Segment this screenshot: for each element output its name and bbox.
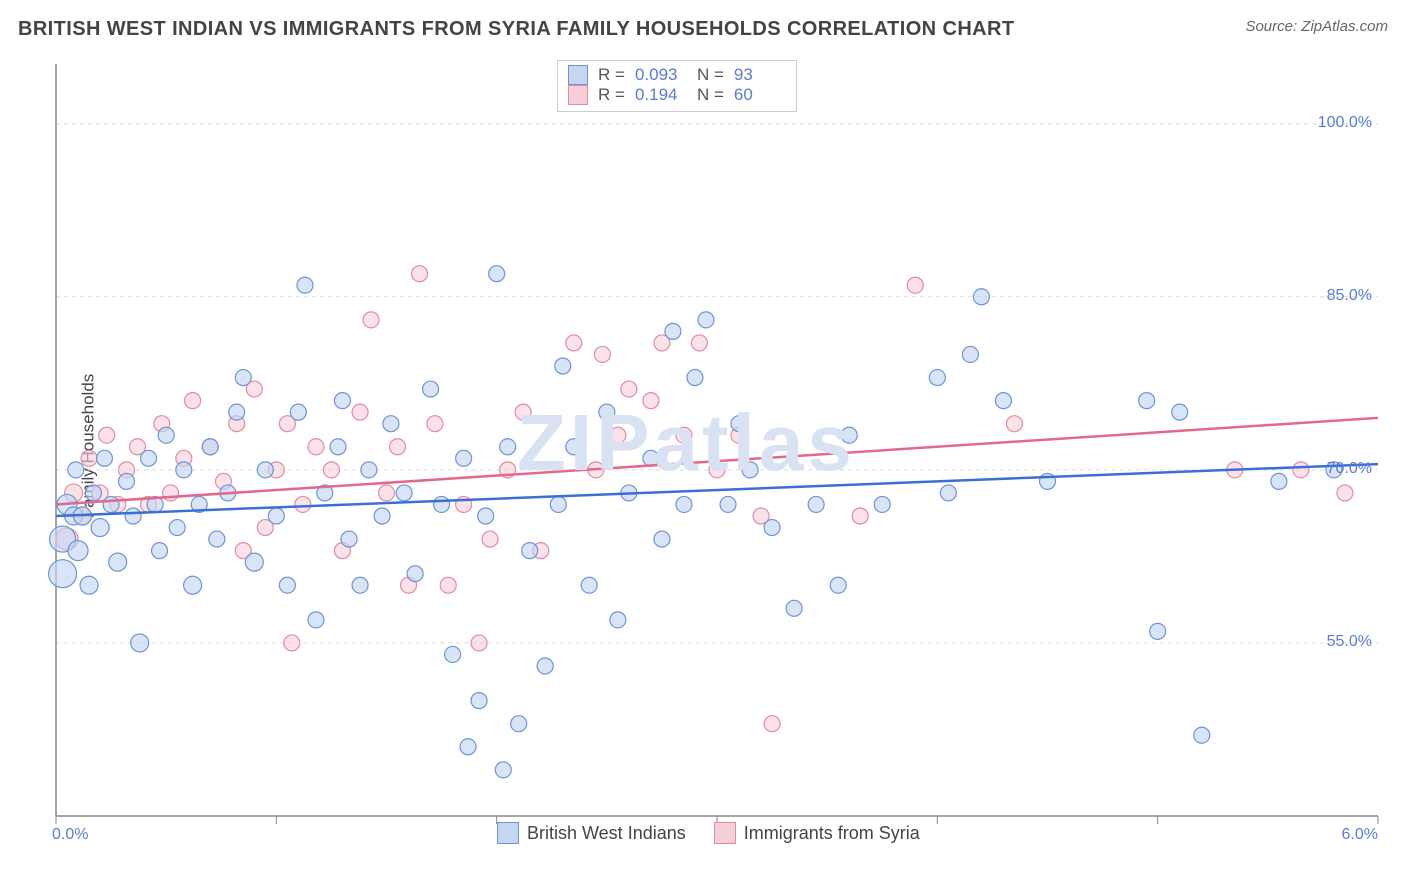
n-label: N = [697, 65, 724, 85]
swatch-blue-icon [568, 65, 588, 85]
legend-label-pink: Immigrants from Syria [744, 823, 920, 844]
y-tick-label: 55.0% [1327, 633, 1372, 651]
r-label: R = [598, 65, 625, 85]
chart-area: ZIPatlas R = 0.093 N = 93 R = 0.194 N = … [48, 58, 1386, 844]
legend-item-pink: Immigrants from Syria [714, 822, 920, 844]
bottom-legend: British West Indians Immigrants from Syr… [497, 822, 920, 844]
y-tick-label: 85.0% [1327, 287, 1372, 305]
stats-legend-box: R = 0.093 N = 93 R = 0.194 N = 60 [557, 60, 797, 112]
r-label: R = [598, 85, 625, 105]
y-tick-label: 100.0% [1318, 114, 1372, 132]
swatch-blue-icon [497, 822, 519, 844]
n-value-blue: 93 [734, 65, 786, 85]
x-max-label: 6.0% [1342, 826, 1378, 844]
stats-row-blue: R = 0.093 N = 93 [568, 65, 786, 85]
y-tick-label: 70.0% [1327, 460, 1372, 478]
scatter-plot [48, 58, 1386, 844]
swatch-pink-icon [568, 85, 588, 105]
source-label: Source: ZipAtlas.com [1245, 18, 1388, 35]
x-min-label: 0.0% [52, 826, 88, 844]
legend-item-blue: British West Indians [497, 822, 686, 844]
stats-row-pink: R = 0.194 N = 60 [568, 85, 786, 105]
n-value-pink: 60 [734, 85, 786, 105]
r-value-pink: 0.194 [635, 85, 687, 105]
chart-title: BRITISH WEST INDIAN VS IMMIGRANTS FROM S… [18, 18, 1014, 41]
r-value-blue: 0.093 [635, 65, 687, 85]
swatch-pink-icon [714, 822, 736, 844]
legend-label-blue: British West Indians [527, 823, 686, 844]
n-label: N = [697, 85, 724, 105]
